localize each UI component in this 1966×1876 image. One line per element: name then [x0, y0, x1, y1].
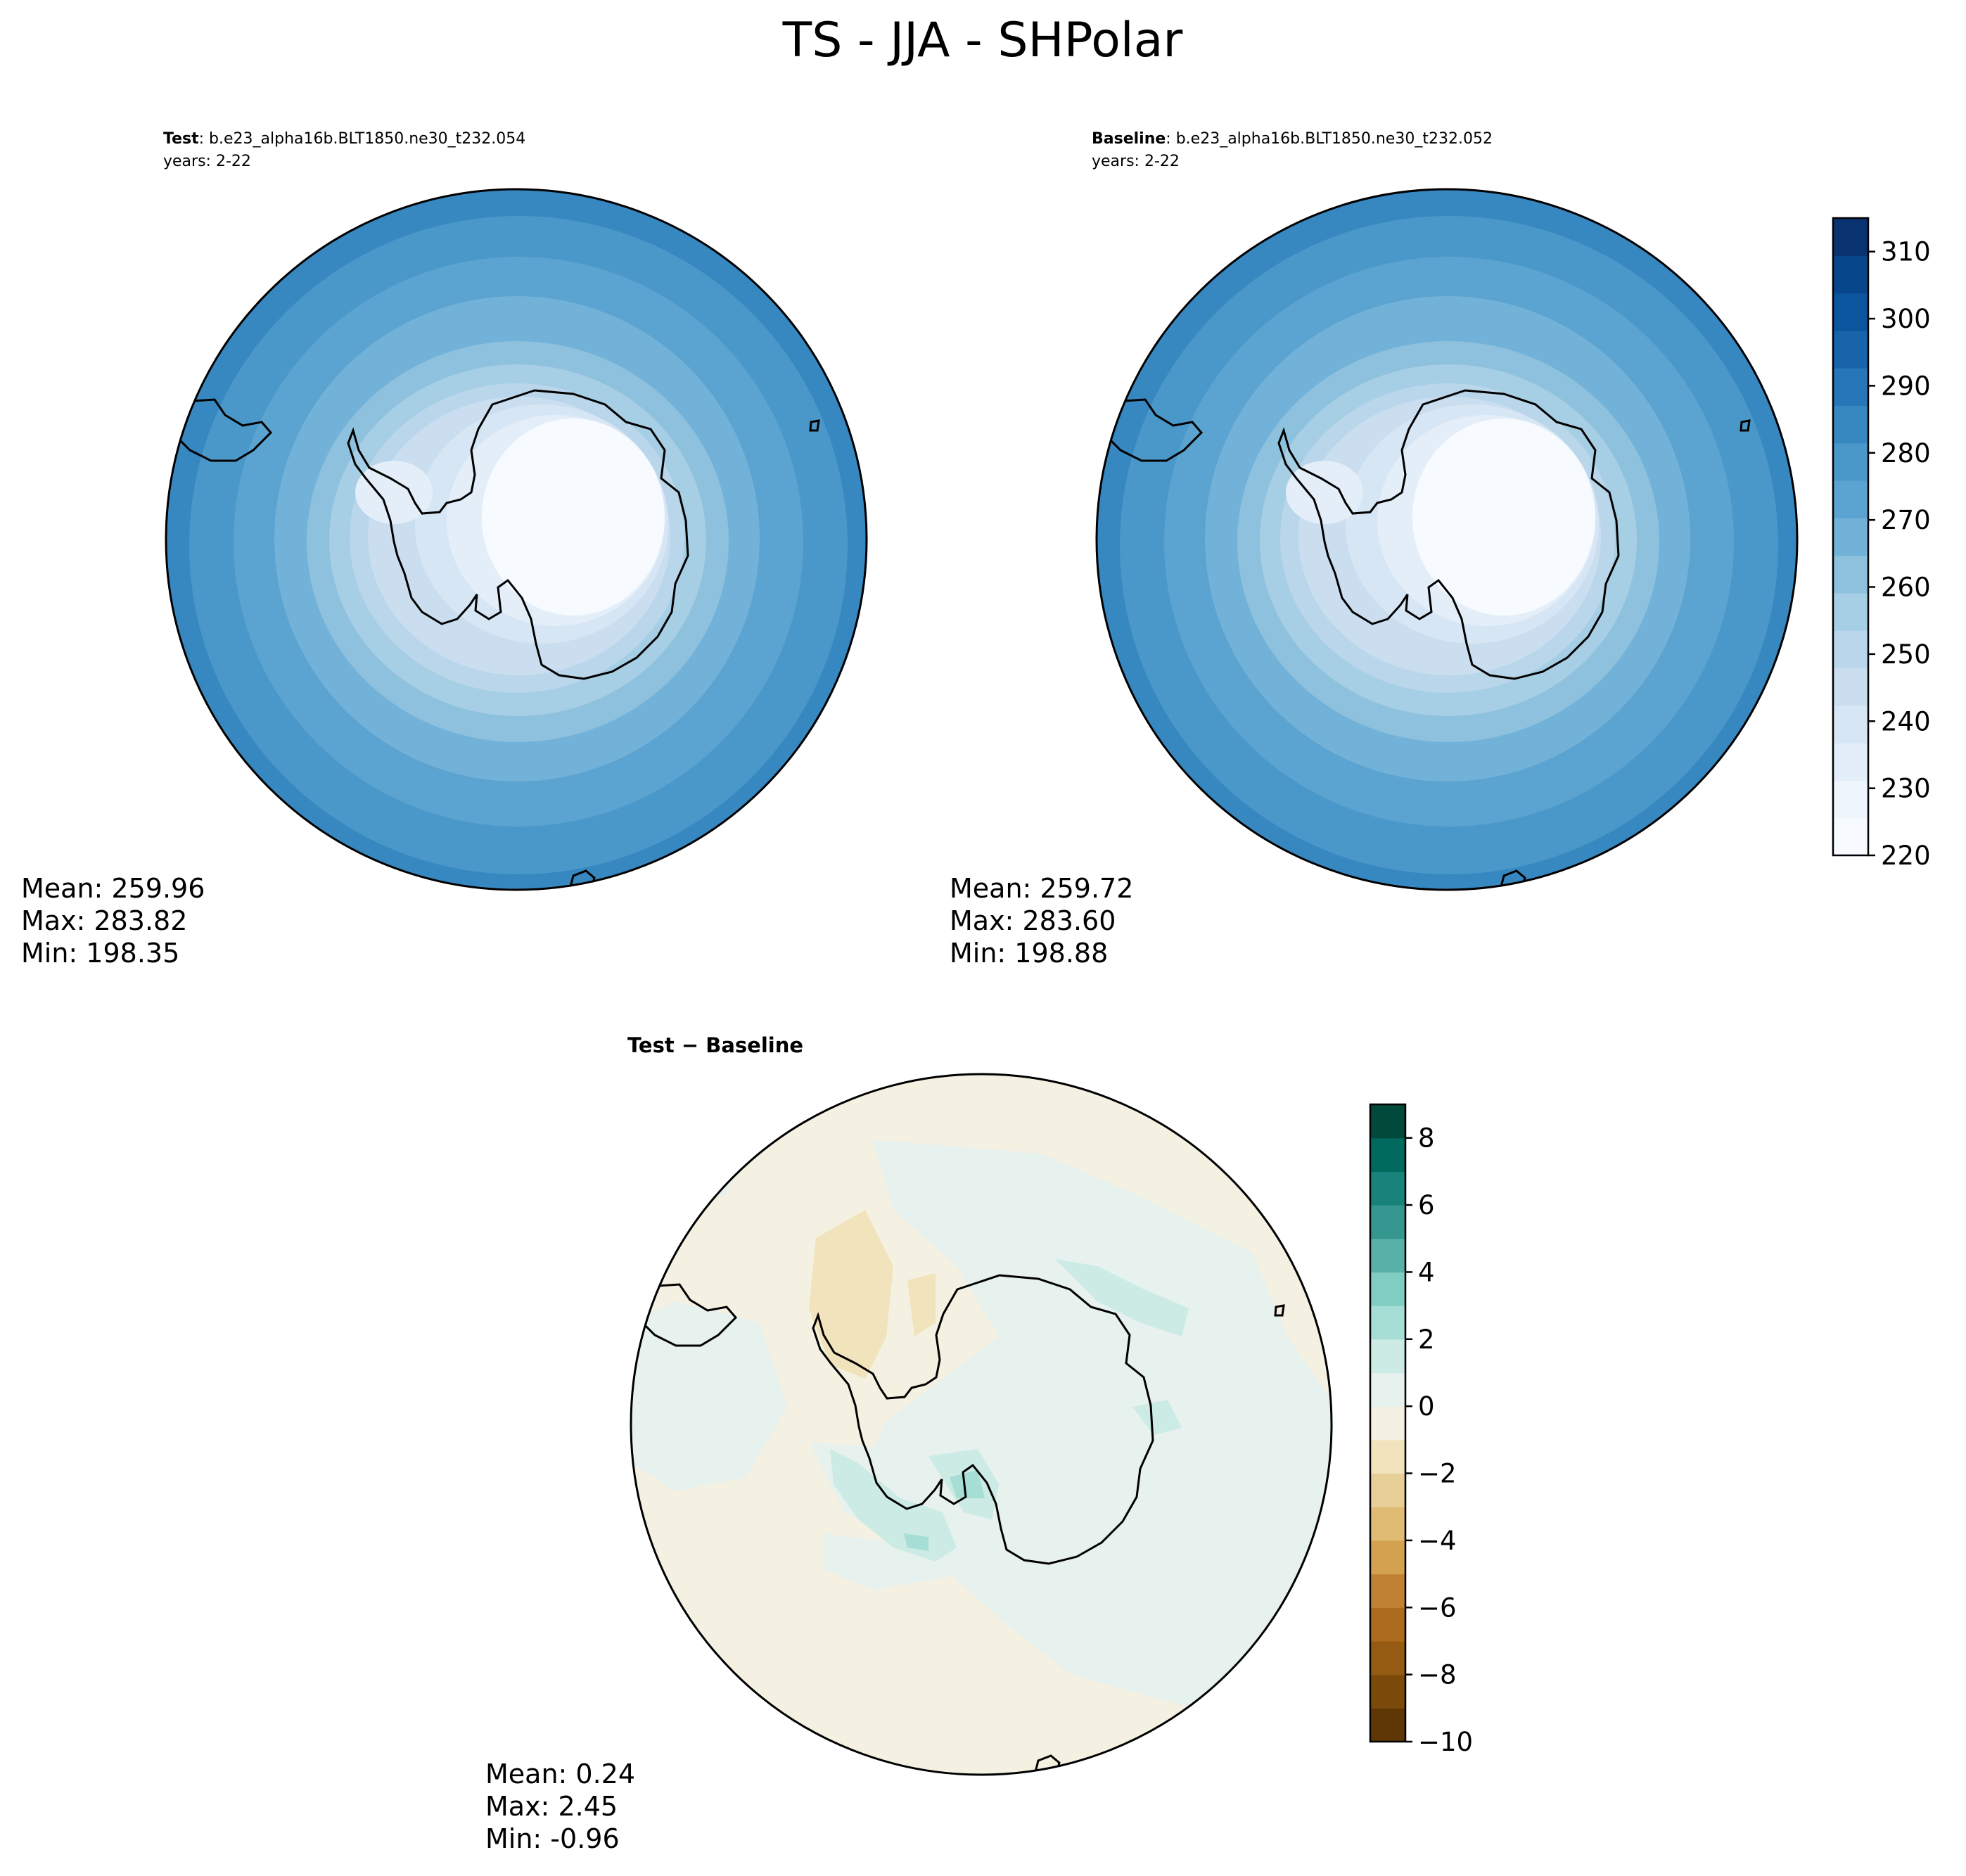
main-colorbar-band	[1833, 405, 1868, 444]
diff-colorbar-band	[1370, 1574, 1405, 1608]
main-colorbar-tick-label: 260	[1881, 573, 1931, 603]
diff-colorbar-band	[1370, 1439, 1405, 1474]
island-coastline	[1740, 419, 1751, 432]
diff-colorbar-band	[1370, 1171, 1405, 1206]
antarctica-coastline	[347, 389, 689, 680]
diff-colorbar-band	[1370, 1406, 1405, 1441]
main-colorbar-band	[1833, 218, 1868, 256]
baseline-mean-stat: Mean: 259.72	[950, 873, 1133, 904]
panel-test: Test: b.e23_alpha16b.BLT1850.ne30_t232.0…	[21, 130, 868, 969]
main-colorbar-band	[1833, 480, 1868, 518]
baseline-years-label: years: 2-22	[1092, 153, 1180, 170]
antarctica-coastline	[1277, 389, 1620, 680]
diff-colorbar-band	[1370, 1339, 1405, 1374]
colorbar-diff: −10 −8 −6 −4 −2 0 2 4 6 8	[1369, 1103, 1473, 1757]
main-colorbar-tick-label: 240	[1881, 706, 1931, 736]
island-coastline	[1274, 1304, 1285, 1317]
main-colorbar-band	[1833, 668, 1868, 706]
main-colorbar-tick-label: 250	[1881, 639, 1931, 670]
baseline-max-stat: Max: 283.60	[950, 905, 1116, 936]
diff-colorbar-band	[1370, 1272, 1405, 1306]
diff-map	[631, 1074, 1332, 1775]
diff-colorbar-band	[1370, 1104, 1405, 1139]
diff-colorbar-band	[1370, 1640, 1405, 1676]
diff-colorbar-tick-label: 8	[1418, 1123, 1435, 1154]
main-colorbar-band	[1833, 518, 1868, 556]
panel-baseline: Baseline: b.e23_alpha16b.BLT1850.ne30_t2…	[950, 130, 1799, 969]
diff-colorbar-band	[1370, 1306, 1405, 1340]
diff-colorbar-band	[1370, 1507, 1405, 1541]
diff-mean-stat: Mean: 0.24	[485, 1759, 635, 1789]
main-colorbar-band	[1833, 555, 1868, 594]
main-colorbar-band	[1833, 255, 1868, 294]
diff-colorbar-band	[1370, 1540, 1405, 1575]
south-america-coastline	[1097, 398, 1204, 462]
diff-colorbar-band	[1370, 1708, 1405, 1742]
main-colorbar-tick-label: 270	[1881, 505, 1931, 535]
diff-max-stat: Max: 2.45	[485, 1791, 618, 1822]
diff-colorbar-band	[1370, 1473, 1405, 1507]
baseline-map	[1097, 189, 1797, 890]
main-colorbar-tick-label: 280	[1881, 438, 1931, 468]
south-america-coastline	[631, 1283, 738, 1347]
main-colorbar-tick-label: 310	[1881, 237, 1931, 267]
test-min-stat: Min: 198.35	[21, 938, 179, 969]
diff-colorbar-band	[1370, 1607, 1405, 1642]
diff-colorbar-tick-label: 4	[1418, 1257, 1435, 1287]
panel-diff: Test − Baseline Mean: 0.24 Max: 2.45 Min…	[485, 1033, 1333, 1854]
diff-colorbar-tick-label: 6	[1418, 1190, 1435, 1220]
diff-min-stat: Min: -0.96	[485, 1823, 620, 1854]
test-map	[166, 189, 867, 890]
diff-colorbar-tick-label: −10	[1418, 1727, 1473, 1757]
test-panel-label: Test: b.e23_alpha16b.BLT1850.ne30_t232.0…	[163, 130, 525, 148]
colorbar-main: 220 230 240 250 260 270 280 290 300 310	[1832, 217, 1931, 871]
main-colorbar-band	[1833, 817, 1868, 856]
main-colorbar-tick-label: 290	[1881, 371, 1931, 401]
diff-colorbar-tick-label: 0	[1418, 1391, 1435, 1422]
main-colorbar-band	[1833, 743, 1868, 781]
test-max-stat: Max: 283.82	[21, 905, 187, 936]
antarctica-coastline	[812, 1274, 1154, 1565]
island-coastline	[809, 419, 820, 432]
main-colorbar-tick-label: 220	[1881, 841, 1931, 871]
main-colorbar-band	[1833, 705, 1868, 744]
main-colorbar-band	[1833, 630, 1868, 669]
test-years-label: years: 2-22	[163, 153, 251, 170]
main-colorbar-band	[1833, 442, 1868, 481]
main-colorbar-band	[1833, 780, 1868, 819]
test-mean-stat: Mean: 259.96	[21, 873, 205, 904]
main-colorbar-band	[1833, 293, 1868, 331]
baseline-panel-label: Baseline: b.e23_alpha16b.BLT1850.ne30_t2…	[1092, 130, 1493, 148]
baseline-map-boundary	[1095, 188, 1799, 891]
main-colorbar-tick-label: 230	[1881, 774, 1931, 804]
main-colorbar-band	[1833, 330, 1868, 369]
diff-colorbar-band	[1370, 1674, 1405, 1709]
south-america-coastline	[166, 398, 273, 462]
diff-colorbar-tick-label: −8	[1418, 1660, 1457, 1690]
main-colorbar-band	[1833, 368, 1868, 407]
diff-colorbar-tick-label: 2	[1418, 1325, 1435, 1355]
diff-colorbar-band	[1370, 1137, 1405, 1172]
diff-colorbar-band	[1370, 1372, 1405, 1407]
diff-colorbar-tick-label: −2	[1418, 1459, 1457, 1489]
diff-colorbar-tick-label: −4	[1418, 1526, 1457, 1556]
baseline-min-stat: Min: 198.88	[950, 938, 1108, 969]
main-colorbar-tick-label: 300	[1881, 304, 1931, 334]
figure-title: TS - JJA - SHPolar	[782, 13, 1183, 68]
diff-colorbar-band	[1370, 1205, 1405, 1239]
diff-map-boundary	[630, 1073, 1333, 1776]
test-map-boundary	[165, 188, 868, 891]
diff-colorbar-band	[1370, 1238, 1405, 1273]
main-colorbar-band	[1833, 592, 1868, 631]
diff-panel-label: Test − Baseline	[627, 1033, 803, 1057]
diff-colorbar-tick-label: −6	[1418, 1593, 1457, 1623]
